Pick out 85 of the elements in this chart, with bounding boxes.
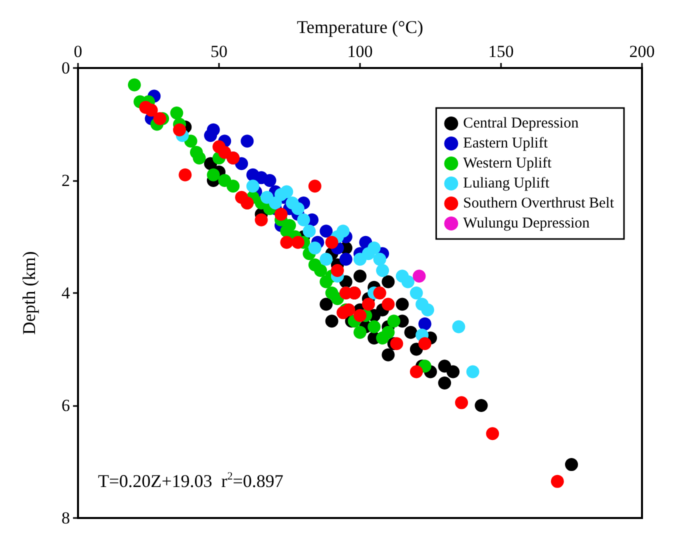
point	[144, 104, 158, 117]
legend-label: Eastern Uplift	[463, 136, 549, 152]
point	[274, 208, 288, 221]
point	[368, 320, 381, 334]
point	[401, 275, 414, 288]
point	[302, 224, 316, 238]
point	[320, 224, 333, 238]
legend-label: Luliang Uplift	[463, 176, 550, 192]
y-tick-label: 6	[62, 396, 70, 415]
point	[446, 365, 460, 378]
y-tick-label: 2	[62, 171, 70, 190]
point	[204, 129, 218, 142]
y-tick-label: 8	[62, 508, 70, 528]
point	[336, 306, 350, 320]
point	[291, 202, 304, 216]
legend-label: Wulungu Depression	[463, 216, 590, 232]
y-axis-title: Depth (km)	[19, 251, 39, 335]
y-tick-label: 0	[62, 58, 70, 78]
point	[362, 298, 375, 311]
point	[550, 474, 564, 488]
x-tick-label: 150	[488, 42, 514, 61]
point	[410, 365, 423, 378]
point	[254, 213, 268, 226]
point	[330, 264, 344, 277]
point	[308, 180, 322, 193]
point	[192, 152, 206, 164]
point	[455, 396, 468, 410]
point	[170, 106, 184, 120]
y-tick-label: 4	[62, 284, 70, 302]
point	[354, 326, 366, 339]
point	[263, 174, 276, 187]
point	[246, 180, 260, 193]
x-tick-label: 100	[347, 42, 373, 61]
x-axis-title: Temperature (°C)	[296, 17, 424, 37]
point	[280, 185, 294, 198]
point	[173, 123, 186, 136]
point	[387, 314, 400, 328]
point	[421, 303, 434, 316]
point	[283, 219, 296, 232]
point	[240, 134, 254, 148]
point	[153, 112, 166, 126]
point	[466, 365, 480, 378]
x-tick-label: 0	[74, 42, 82, 61]
point	[452, 320, 466, 334]
point	[320, 298, 333, 311]
point	[396, 298, 409, 311]
point	[373, 286, 386, 300]
point	[178, 168, 192, 182]
point	[474, 399, 488, 412]
point	[291, 236, 304, 249]
point	[410, 286, 423, 300]
point	[438, 376, 452, 390]
legend-label: Southern Overthrust Belt	[463, 196, 615, 212]
point	[354, 270, 366, 283]
legend-label: Western Uplift	[463, 156, 552, 172]
point	[226, 180, 240, 193]
point	[339, 252, 352, 266]
point	[418, 337, 432, 350]
point	[336, 224, 350, 238]
point	[280, 236, 294, 249]
point	[412, 270, 426, 283]
point	[325, 236, 338, 249]
point	[390, 337, 404, 350]
point	[308, 242, 322, 254]
point	[373, 252, 386, 266]
x-tick-label: 200	[629, 42, 655, 61]
point	[382, 275, 395, 288]
legend-label: Central Depression	[463, 116, 580, 132]
point	[418, 317, 432, 330]
point	[565, 458, 578, 472]
point	[325, 314, 338, 328]
point	[320, 252, 333, 266]
point	[314, 264, 328, 277]
point	[486, 427, 500, 440]
point	[376, 264, 390, 277]
point	[368, 242, 381, 254]
point	[382, 298, 395, 311]
point	[206, 168, 220, 182]
x-tick-label: 50	[210, 42, 228, 61]
point	[297, 213, 310, 226]
point	[382, 326, 395, 339]
point	[128, 78, 141, 92]
point	[382, 348, 395, 362]
point	[404, 326, 418, 339]
point	[354, 309, 366, 322]
